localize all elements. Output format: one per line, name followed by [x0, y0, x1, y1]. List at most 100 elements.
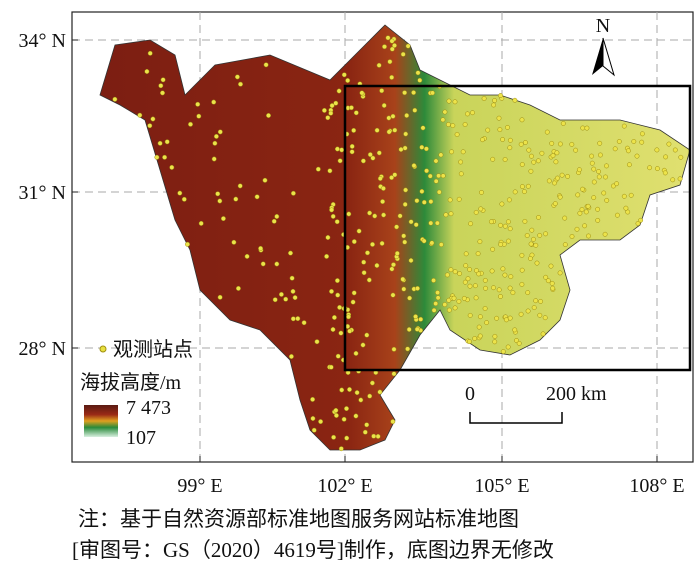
- station-dot: [339, 387, 345, 393]
- station-dot: [423, 146, 429, 152]
- station-dot: [479, 189, 484, 195]
- station-dot: [580, 186, 585, 192]
- station-dot: [414, 326, 420, 332]
- station-dot: [311, 427, 317, 433]
- station-dot: [331, 315, 337, 320]
- station-dot: [408, 258, 414, 263]
- station-dot: [525, 183, 531, 189]
- station-dot: [576, 167, 582, 173]
- station-dot: [562, 242, 568, 248]
- station-dot: [491, 285, 496, 291]
- station-dot: [147, 50, 153, 56]
- station-dot: [402, 239, 408, 245]
- station-dot: [419, 144, 425, 150]
- station-dot: [112, 96, 118, 102]
- station-dot: [506, 238, 511, 244]
- station-dot: [334, 146, 340, 152]
- station-dot: [379, 240, 385, 246]
- station-dot: [237, 183, 243, 189]
- station-dot: [367, 210, 373, 216]
- station-dot: [589, 160, 595, 166]
- station-dot: [415, 70, 421, 76]
- station-dot: [483, 285, 488, 291]
- station-dot: [468, 221, 474, 227]
- station-dot: [512, 327, 518, 333]
- station-dot: [448, 211, 454, 217]
- station-dot: [503, 317, 509, 323]
- station-dot: [420, 125, 426, 131]
- station-dot: [321, 107, 327, 113]
- station-dot: [371, 433, 377, 439]
- station-dot: [162, 154, 168, 160]
- station-dot: [347, 387, 352, 392]
- station-dot: [512, 97, 518, 103]
- station-dot: [500, 349, 506, 355]
- station-dot: [361, 270, 367, 276]
- station-dot: [512, 189, 518, 195]
- station-dot: [418, 316, 424, 322]
- station-dot: [603, 174, 608, 180]
- station-dot: [360, 342, 366, 348]
- station-dot: [430, 90, 435, 96]
- station-dot: [485, 127, 491, 133]
- station-dot: [434, 220, 440, 226]
- station-dot: [359, 90, 365, 96]
- station-dot: [365, 250, 370, 256]
- station-dot: [346, 211, 352, 217]
- station-dot: [449, 149, 455, 155]
- note-line: [审图号：GS（2020）4619号]制作，底图边界无修改: [72, 538, 554, 562]
- station-dot: [288, 250, 293, 256]
- station-dot: [454, 132, 460, 137]
- station-dot: [391, 346, 397, 352]
- station-dot: [346, 314, 351, 320]
- station-dot: [450, 123, 456, 129]
- station-dot: [577, 210, 583, 216]
- station-dot: [358, 397, 364, 403]
- station-dot: [349, 143, 355, 149]
- station-dot: [336, 88, 342, 94]
- station-dot: [662, 170, 668, 176]
- station-dot: [364, 332, 370, 338]
- station-dot: [625, 148, 631, 154]
- station-dot: [621, 123, 627, 129]
- station-dot: [463, 263, 469, 269]
- station-dot: [333, 407, 339, 413]
- focus-box: [343, 84, 692, 372]
- station-dot: [472, 336, 478, 341]
- station-dot: [445, 122, 451, 127]
- station-dot: [329, 288, 334, 294]
- station-dot: [353, 110, 359, 116]
- station-dot: [350, 299, 356, 305]
- station-dot: [552, 180, 557, 186]
- station-dot: [335, 353, 341, 359]
- station-dot: [348, 105, 354, 111]
- station-dot: [456, 298, 462, 304]
- station-dot: [500, 137, 506, 142]
- station-dot: [492, 333, 498, 339]
- station-dot: [404, 113, 410, 118]
- station-dot: [440, 173, 446, 179]
- station-dot: [457, 271, 463, 277]
- station-dot: [329, 103, 335, 109]
- station-dot: [403, 187, 409, 193]
- station-dot: [411, 163, 417, 169]
- station-dot: [639, 131, 645, 137]
- station-dot: [389, 74, 395, 80]
- station-dot: [529, 153, 534, 159]
- station-dot: [344, 435, 350, 441]
- station-dot: [473, 295, 479, 301]
- station-dot: [415, 285, 420, 291]
- station-dot: [550, 153, 556, 159]
- station-dot: [569, 141, 575, 147]
- station-dot: [533, 242, 539, 248]
- station-dot: [478, 206, 484, 212]
- station-dot: [198, 220, 204, 226]
- station-dot: [543, 231, 549, 237]
- legend-station: 观测站点: [113, 338, 193, 361]
- station-dot: [544, 129, 550, 135]
- station-dot: [370, 241, 375, 247]
- station-dot: [507, 137, 513, 143]
- station-dot: [470, 110, 475, 116]
- station-dot: [292, 295, 298, 301]
- station-dot: [337, 304, 343, 310]
